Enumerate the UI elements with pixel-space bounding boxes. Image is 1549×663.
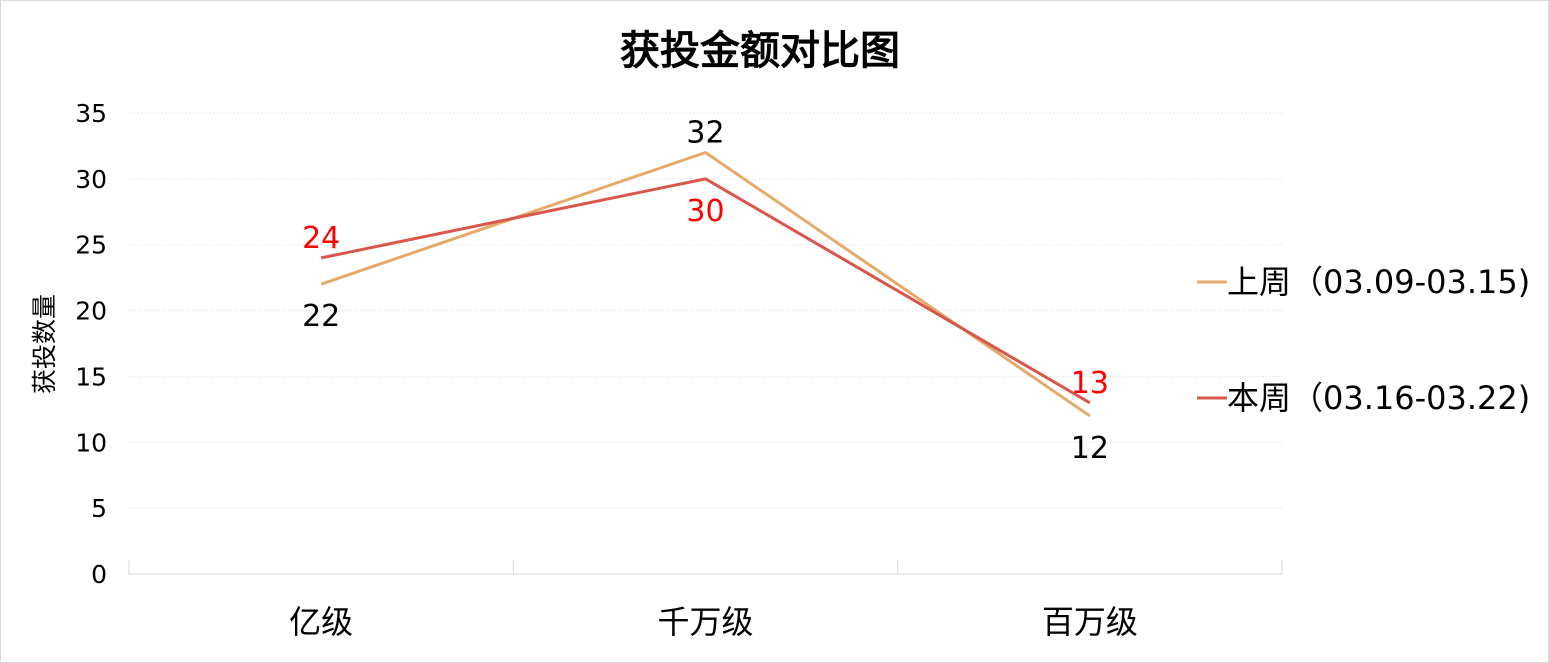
y-tick-label: 0: [91, 560, 107, 589]
data-label: 32: [686, 116, 724, 151]
legend: 上周（03.09-03.15) 本周（03.16-03.22): [1197, 263, 1530, 417]
data-label: 12: [1071, 431, 1109, 466]
data-label: 22: [302, 299, 340, 334]
x-category-label: 千万级: [657, 603, 753, 641]
y-tick-label: 10: [75, 428, 107, 457]
y-axis-ticks: 0 5 10 15 20 25 30 35: [75, 99, 107, 589]
y-tick-label: 25: [75, 231, 107, 260]
legend-entry: 上周（03.09-03.15): [1227, 263, 1530, 301]
series-line-1: [320, 177, 1091, 405]
series-lines: [320, 151, 1091, 418]
chart-title: 获投金额对比图: [620, 28, 900, 74]
y-tick-label: 35: [75, 99, 107, 128]
data-label: 13: [1071, 366, 1109, 401]
data-labels: 22 32 12 24 30 13: [302, 116, 1109, 466]
y-tick-label: 15: [75, 362, 107, 391]
data-label: 24: [302, 221, 340, 256]
y-axis-label: 获投数量: [30, 294, 59, 394]
data-label: 30: [686, 194, 724, 229]
legend-entry: 本周（03.16-03.22): [1227, 379, 1530, 417]
x-category-label: 亿级: [289, 603, 353, 641]
x-category-label: 百万级: [1042, 603, 1138, 641]
y-tick-label: 5: [91, 494, 107, 523]
y-tick-label: 20: [75, 297, 107, 326]
y-tick-label: 30: [75, 165, 107, 194]
x-axis: [128, 560, 1283, 575]
x-axis-categories: 亿级 千万级 百万级: [289, 603, 1138, 641]
